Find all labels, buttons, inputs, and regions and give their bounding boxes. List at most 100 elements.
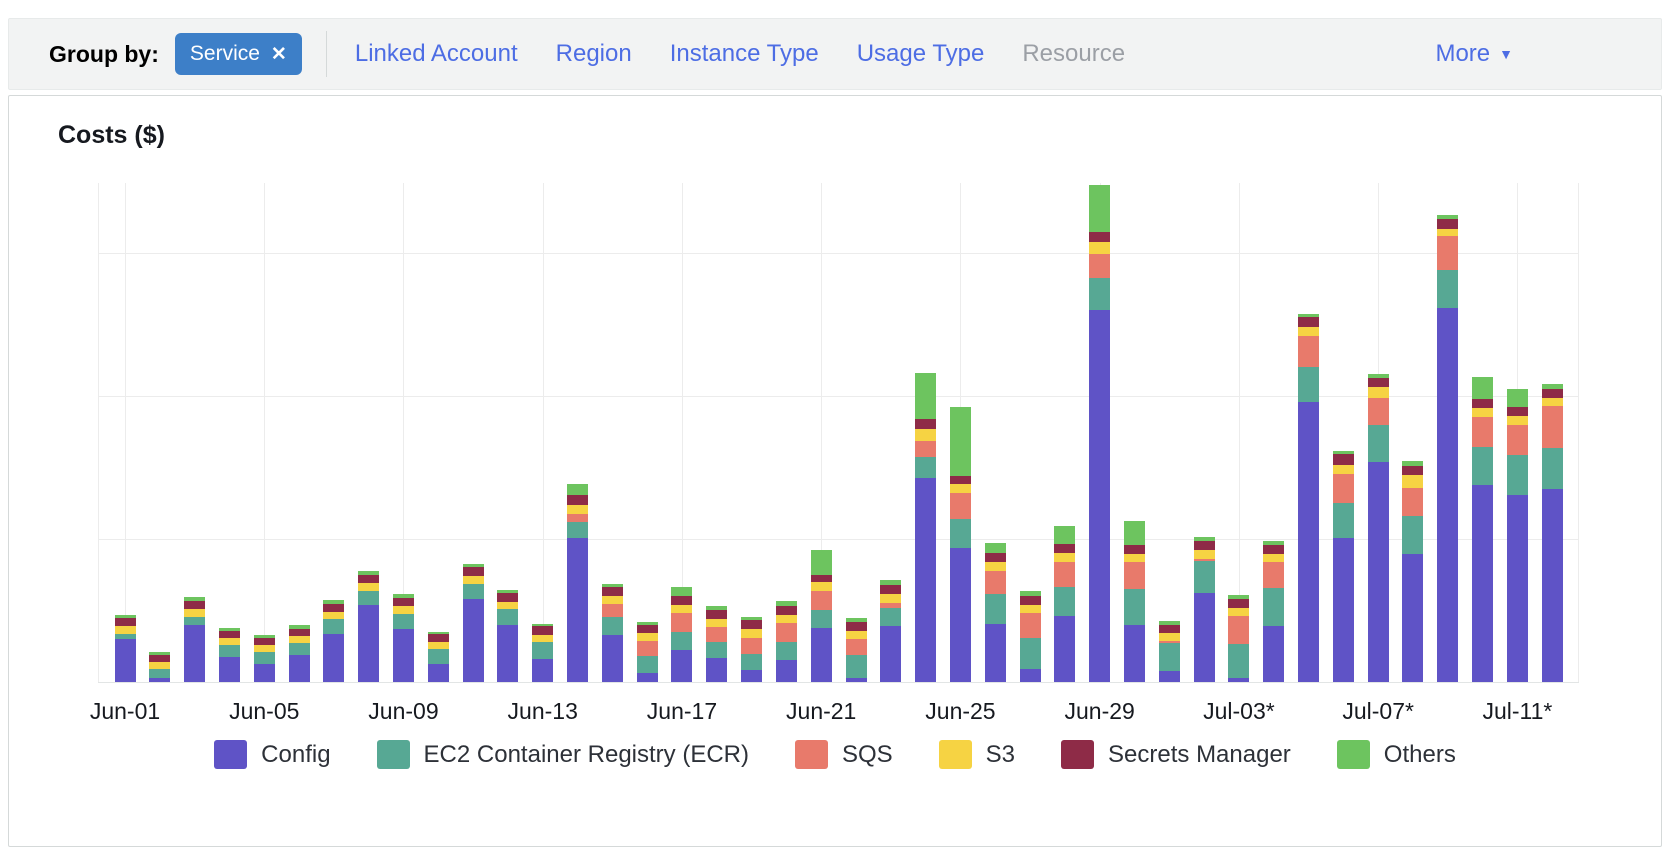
bar-jun-02[interactable] — [149, 652, 171, 682]
segment-s3 — [149, 662, 171, 669]
chart-title: Costs ($) — [58, 121, 165, 149]
segment-config — [741, 670, 763, 682]
segment-sqs — [567, 514, 589, 522]
segment-s3 — [358, 583, 380, 591]
bar-jun-27[interactable] — [1019, 591, 1041, 682]
segment-s3 — [184, 609, 206, 617]
segment-ec2-container-registry-ecr — [218, 645, 240, 657]
bar-jun-22[interactable] — [845, 618, 867, 682]
segment-sqs — [915, 441, 937, 457]
segment-ec2-container-registry-ecr — [601, 617, 623, 635]
bar-jul-10[interactable] — [1472, 377, 1494, 682]
bar-jun-21[interactable] — [810, 550, 832, 682]
legend-item-ec2-container-registry-ecr[interactable]: EC2 Container Registry (ECR) — [376, 740, 749, 769]
bar-jun-16[interactable] — [636, 622, 658, 682]
segment-secrets-manager — [1263, 545, 1285, 554]
bar-jul-01[interactable] — [1158, 621, 1180, 682]
segment-secrets-manager — [184, 601, 206, 609]
x-tick-jul-07: Jul-07* — [1342, 698, 1414, 724]
bar-jun-26[interactable] — [984, 543, 1006, 682]
bar-jun-19[interactable] — [741, 617, 763, 682]
bar-jul-05[interactable] — [1298, 314, 1320, 682]
segment-secrets-manager — [1228, 599, 1250, 608]
bar-jul-06[interactable] — [1332, 451, 1354, 682]
segment-ec2-container-registry-ecr — [462, 584, 484, 599]
bar-jun-18[interactable] — [706, 606, 728, 682]
segment-secrets-manager — [288, 629, 310, 636]
bar-jun-24[interactable] — [915, 373, 937, 682]
bar-jul-12[interactable] — [1541, 384, 1563, 682]
segment-others — [253, 635, 275, 638]
legend-swatch-secrets-manager — [1061, 740, 1095, 769]
segment-config — [497, 625, 519, 682]
legend-swatch-others — [1336, 740, 1370, 769]
segment-others — [1123, 521, 1145, 545]
chart-card: Costs ($) Jun-01 Jun-05 Jun-09 Jun-13 Jun-17… — [8, 95, 1662, 847]
legend-item-s3[interactable]: S3 — [938, 740, 1015, 769]
bar-jun-29[interactable] — [1089, 185, 1111, 682]
gridline-vertical — [542, 183, 544, 683]
chip-remove-icon[interactable]: ✕ — [270, 43, 287, 65]
bar-jun-12[interactable] — [497, 590, 519, 682]
bar-jun-17[interactable] — [671, 587, 693, 682]
bar-jun-28[interactable] — [1054, 526, 1076, 682]
legend-item-sqs[interactable]: SQS — [794, 740, 893, 769]
bar-jul-09[interactable] — [1437, 215, 1459, 682]
segment-sqs — [1298, 336, 1320, 367]
segment-others — [741, 617, 763, 620]
bar-jun-30[interactable] — [1123, 521, 1145, 682]
group-by-link-instance-type[interactable]: Instance Type — [669, 40, 819, 67]
bar-jun-14[interactable] — [567, 484, 589, 682]
segment-ec2-container-registry-ecr — [114, 634, 136, 639]
bar-jul-07[interactable] — [1367, 374, 1389, 682]
segment-sqs — [1158, 641, 1180, 643]
segment-sqs — [1123, 562, 1145, 589]
segment-ec2-container-registry-ecr — [288, 643, 310, 655]
bar-jun-11[interactable] — [462, 564, 484, 682]
x-tick-jul-11: Jul-11* — [1482, 698, 1553, 724]
segment-config — [1263, 626, 1285, 682]
bar-jun-20[interactable] — [775, 601, 797, 682]
bar-jun-25[interactable] — [949, 407, 971, 682]
bar-jun-08[interactable] — [358, 571, 380, 682]
bar-jun-06[interactable] — [288, 625, 310, 682]
bar-jun-23[interactable] — [880, 580, 902, 682]
segment-secrets-manager — [845, 622, 867, 631]
bar-jul-03[interactable] — [1228, 595, 1250, 682]
bar-jul-08[interactable] — [1402, 461, 1424, 682]
segment-secrets-manager — [462, 567, 484, 576]
group-by-chip-service[interactable]: Service ✕ — [174, 33, 302, 75]
segment-sqs — [1054, 562, 1076, 587]
segment-s3 — [532, 635, 554, 642]
group-by-link-region[interactable]: Region — [555, 40, 632, 67]
segment-secrets-manager — [1193, 541, 1215, 550]
segment-ec2-container-registry-ecr — [845, 655, 867, 678]
bar-jun-04[interactable] — [218, 628, 240, 682]
segment-sqs — [706, 627, 728, 642]
legend-item-others[interactable]: Others — [1336, 740, 1456, 769]
bar-jun-07[interactable] — [323, 600, 345, 682]
bar-jun-01[interactable] — [114, 615, 136, 682]
bar-jun-09[interactable] — [392, 594, 414, 682]
segment-s3 — [636, 633, 658, 641]
segment-s3 — [462, 576, 484, 584]
bar-jun-10[interactable] — [427, 632, 449, 682]
bar-jun-15[interactable] — [601, 584, 623, 682]
segment-others — [149, 652, 171, 655]
segment-secrets-manager — [741, 620, 763, 629]
bar-jul-02[interactable] — [1193, 537, 1215, 682]
bar-jun-13[interactable] — [532, 624, 554, 682]
group-by-link-usage-type[interactable]: Usage Type — [856, 40, 985, 67]
group-by-link-linked-account[interactable]: Linked Account — [354, 40, 518, 67]
segment-s3 — [1472, 408, 1494, 417]
legend-item-secrets-manager[interactable]: Secrets Manager — [1061, 740, 1291, 769]
segment-config — [253, 664, 275, 682]
bar-jul-11[interactable] — [1506, 389, 1528, 682]
bar-jun-03[interactable] — [184, 597, 206, 682]
bar-jul-04[interactable] — [1263, 541, 1285, 682]
segment-secrets-manager — [1472, 399, 1494, 408]
gridline-vertical — [125, 183, 126, 683]
bar-jun-05[interactable] — [253, 635, 275, 682]
more-dropdown-button[interactable]: More ▼ — [1435, 40, 1513, 68]
legend-item-config[interactable]: Config — [214, 740, 331, 769]
